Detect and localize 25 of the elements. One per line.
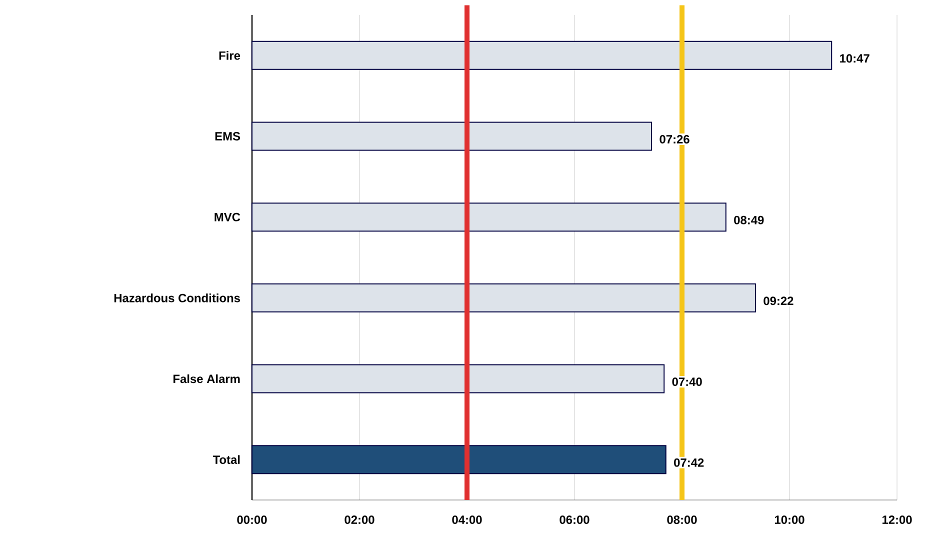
bar <box>252 445 666 474</box>
y-tick-label: EMS <box>215 132 240 140</box>
bar <box>252 40 832 70</box>
data-label: 10:47 <box>840 54 870 63</box>
y-tick-label: MVC <box>214 212 240 222</box>
bar <box>252 364 665 394</box>
y-tick-label: Total <box>212 455 240 464</box>
data-label: 07:26 <box>660 135 690 144</box>
x-tick-label: 10:00 <box>774 516 804 524</box>
data-label: 09:22 <box>764 296 794 306</box>
data-label: 08:49 <box>734 216 764 224</box>
x-tick-label: 08:00 <box>667 516 697 524</box>
data-label: 07:42 <box>674 458 704 467</box>
bar <box>252 122 652 151</box>
x-tick-label: 02:00 <box>344 516 374 524</box>
y-tick-label: Hazardous Conditions <box>114 294 240 302</box>
y-tick-label: Fire <box>219 51 240 60</box>
x-tick-label: 00:00 <box>237 516 267 524</box>
bar <box>252 202 726 232</box>
bar <box>252 283 756 312</box>
x-tick-label: 12:00 <box>882 516 912 524</box>
x-tick-label: 04:00 <box>452 516 482 524</box>
data-label: 07:40 <box>672 378 702 386</box>
x-tick-label: 06:00 <box>560 516 590 524</box>
y-tick-label: False Alarm <box>174 374 240 384</box>
